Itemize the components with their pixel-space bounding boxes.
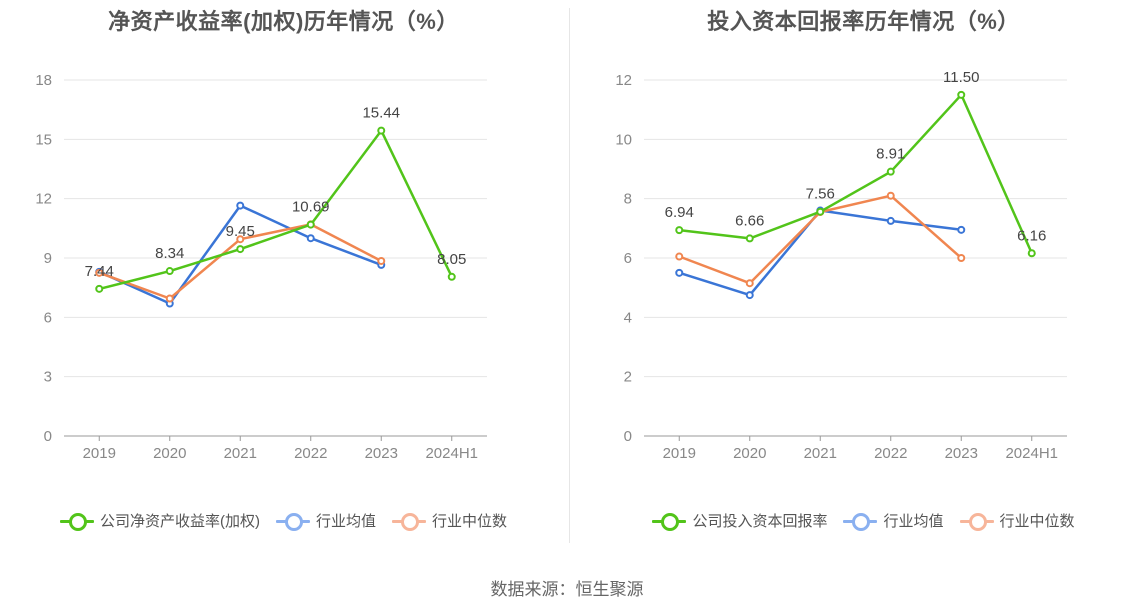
x-tick-label: 2020 [733, 445, 766, 462]
data-label: 8.91 [876, 146, 905, 163]
data-label: 11.50 [943, 69, 979, 86]
x-tick-label: 2021 [224, 445, 257, 462]
data-point-industry_median [886, 191, 895, 200]
series-line-company [679, 93, 1033, 254]
roic-chart-panel: 投入资本回报率历年情况（%） 0 2 4 6 8 10 12 2019 2020 2021 2022… [580, 0, 1134, 560]
data-point-industry_avg [236, 201, 245, 210]
data-point-company [886, 167, 895, 176]
data-label: 7.44 [85, 263, 114, 280]
data-point-industry_avg [745, 291, 754, 300]
legend-label-industry-avg: 行业均值 [883, 513, 944, 530]
data-point-company [447, 272, 456, 281]
legend-item-industry-median[interactable]: 行业中位数 [392, 510, 507, 531]
y-tick-label: 12 [35, 191, 52, 208]
data-point-industry_median [165, 294, 174, 303]
data-label: 8.34 [155, 245, 184, 262]
data-point-company [306, 220, 315, 229]
x-tick-label: 2021 [804, 445, 837, 462]
data-point-company [95, 284, 104, 293]
data-point-industry_median [95, 268, 104, 277]
series-line-company [98, 129, 453, 291]
data-point-company [816, 207, 825, 216]
legend-item-company-roe[interactable]: 公司净资产收益率(加权) [59, 510, 260, 531]
roe-line-chart: 0 3 6 9 12 15 18 2019 2020 2021 2022 2023 2024H1 7.44… [35, 72, 487, 462]
x-tick-label: 2020 [153, 445, 186, 462]
data-label: 10.69 [292, 199, 330, 216]
data-label: 9.45 [226, 223, 255, 240]
data-source-caption: 数据来源：恒生聚源 [490, 580, 644, 599]
legend-item-industry-median[interactable]: 行业中位数 [959, 510, 1075, 531]
legend-marker-industry-avg [275, 512, 310, 531]
legend-marker-industry-avg [843, 512, 878, 531]
roic-chart-title: 投入资本回报率历年情况（%） [707, 9, 1020, 34]
legend-marker-industry-median [959, 512, 994, 531]
y-tick-label: 4 [624, 309, 632, 326]
x-tick-label: 2023 [945, 445, 978, 462]
data-point-industry_avg [886, 216, 895, 225]
x-tick-label: 2024H1 [1005, 445, 1058, 462]
data-label: 6.66 [735, 212, 764, 229]
panel-divider [569, 8, 570, 543]
legend-item-industry-avg[interactable]: 行业均值 [843, 510, 944, 531]
roic-line-chart: 0 2 4 6 8 10 12 2019 2020 2021 2022 2023 2024H1 6.94 6… [615, 69, 1067, 462]
y-tick-label: 0 [624, 428, 632, 445]
data-point-industry_median [957, 254, 966, 262]
data-point-industry_avg [957, 225, 966, 234]
y-tick-label: 9 [44, 250, 52, 267]
legend-label-industry-median: 行业中位数 [432, 513, 508, 530]
roic-legend: 公司投入资本回报率 行业均值 行业中位数 [580, 510, 1134, 531]
data-label: 6.16 [1017, 227, 1046, 244]
y-tick-label: 10 [615, 131, 632, 148]
y-tick-label: 8 [624, 191, 632, 208]
data-point-company [165, 267, 174, 276]
data-point-industry_median [236, 235, 245, 244]
y-tick-label: 2 [624, 369, 632, 386]
x-tick-label: 2019 [663, 445, 696, 462]
data-point-industry_median [675, 252, 684, 261]
data-label: 6.94 [665, 204, 694, 221]
y-tick-label: 3 [44, 369, 52, 386]
x-tick-label: 2022 [874, 445, 907, 462]
y-tick-label: 6 [44, 309, 52, 326]
data-point-industry_avg [306, 234, 315, 243]
y-tick-label: 12 [615, 72, 632, 89]
x-tick-label: 2024H1 [425, 445, 478, 462]
data-label: 7.56 [806, 186, 835, 203]
legend-marker-company [59, 512, 94, 531]
x-tick-label: 2019 [83, 445, 116, 462]
data-point-industry_avg [675, 268, 684, 277]
data-point-company [236, 245, 245, 254]
legend-item-industry-avg[interactable]: 行业均值 [275, 510, 376, 531]
series-line-industry_avg [678, 209, 962, 297]
data-point-company [377, 126, 386, 135]
data-point-company [1027, 249, 1036, 258]
legend-label-industry-median: 行业中位数 [999, 513, 1075, 530]
roe-legend: 公司净资产收益率(加权) 行业均值 行业中位数 [0, 510, 567, 531]
y-tick-label: 18 [35, 72, 52, 89]
legend-marker-company [652, 512, 687, 531]
data-label: 8.05 [437, 251, 466, 268]
y-tick-label: 6 [624, 250, 632, 267]
legend-item-company-roic[interactable]: 公司投入资本回报率 [652, 510, 827, 531]
data-point-company [675, 226, 684, 235]
x-tick-label: 2022 [294, 445, 327, 462]
data-point-industry_median [745, 279, 754, 288]
data-point-company [957, 90, 966, 99]
y-tick-label: 15 [35, 131, 52, 148]
roe-chart-panel: 净资产收益率(加权)历年情况（%） 0 3 6 9 12 15 18 2019 2020 2021… [0, 0, 567, 560]
legend-marker-industry-median [392, 512, 426, 531]
data-point-industry_median [377, 256, 386, 265]
legend-label-company-roe: 公司净资产收益率(加权) [99, 513, 260, 530]
legend-label-industry-avg: 行业均值 [315, 513, 376, 530]
legend-label-company-roic: 公司投入资本回报率 [692, 513, 828, 530]
y-tick-label: 0 [44, 428, 52, 445]
data-label: 15.44 [362, 105, 400, 122]
data-point-company [745, 234, 754, 243]
x-tick-label: 2023 [365, 445, 398, 462]
roe-chart-title: 净资产收益率(加权)历年情况（%） [108, 9, 459, 34]
